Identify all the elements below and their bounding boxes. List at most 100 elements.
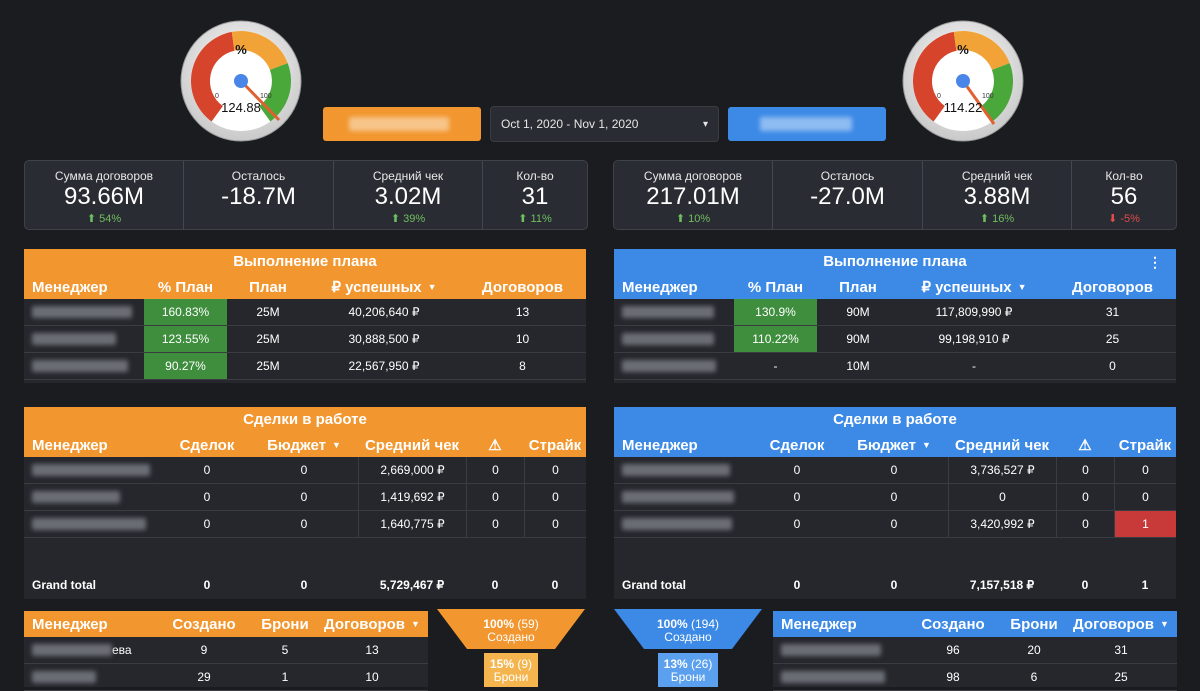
funnel-booked-count: (26) bbox=[691, 657, 713, 671]
table-row[interactable]: 0 0 1,419,692 ₽ 0 0 bbox=[24, 484, 586, 511]
col-contracts[interactable]: Договоров ▼ bbox=[316, 611, 428, 637]
gauge-max-label: 100 bbox=[260, 93, 272, 100]
kpi-delta: ⬆ 11% bbox=[518, 213, 552, 225]
average-check: 1,640,775 ₽ bbox=[358, 511, 466, 537]
table-row[interactable]: 0 0 3,420,992 ₽ 0 1 bbox=[614, 511, 1176, 538]
kpi-delta: ⬇ -5% bbox=[1108, 213, 1140, 225]
col-strike[interactable]: Страйк bbox=[1118, 436, 1172, 454]
funnel-booked-count: (9) bbox=[517, 657, 533, 671]
contracts-count: 25 bbox=[1105, 332, 1120, 346]
col-manager[interactable]: Менеджер bbox=[32, 278, 108, 296]
col-manager[interactable]: Менеджер bbox=[32, 615, 108, 633]
plan-value: 90M bbox=[846, 332, 870, 346]
contracts-count: 8 bbox=[519, 359, 526, 373]
contracts-count: 10 bbox=[365, 670, 379, 684]
warning-count: 0 bbox=[466, 511, 524, 537]
col-budget[interactable]: Бюджет ▼ bbox=[250, 433, 358, 457]
funnel-created-count: (194) bbox=[691, 617, 720, 631]
funnel-left: 100% (59) Создано 15% (9) Брони bbox=[437, 609, 585, 687]
table-row[interactable]: 0 0 3,736,527 ₽ 0 0 bbox=[614, 457, 1176, 484]
table-row[interactable]: 110.22% 90M 99,198,910 ₽ 25 bbox=[614, 326, 1176, 353]
col-average-check[interactable]: Средний чек bbox=[364, 436, 460, 454]
table-row[interactable]: 96 20 31 bbox=[773, 637, 1177, 664]
col-deals[interactable]: Сделок bbox=[769, 436, 825, 454]
more-vertical-icon[interactable]: ⋮ bbox=[1148, 254, 1162, 270]
kpi-delta: ⬆ 54% bbox=[86, 213, 122, 225]
manager-name-redacted bbox=[622, 333, 714, 345]
col-deals[interactable]: Сделок bbox=[179, 436, 235, 454]
col-created[interactable]: Создано bbox=[172, 615, 236, 633]
table-row[interactable]: 130.9% 90M 117,809,990 ₽ 31 bbox=[614, 299, 1176, 326]
created-count: 9 bbox=[200, 643, 208, 657]
manager-name-redacted bbox=[32, 333, 116, 345]
booked-count: 5 bbox=[281, 643, 289, 657]
col-budget[interactable]: Бюджет ▼ bbox=[840, 433, 948, 457]
col-successful-sum[interactable]: ₽ успешных ▼ bbox=[309, 275, 459, 299]
col-contracts[interactable]: Договоров bbox=[1072, 278, 1153, 296]
col-created[interactable]: Создано bbox=[921, 615, 985, 633]
plan-percent: 130.9% bbox=[734, 299, 817, 325]
col-budget-label: Бюджет bbox=[857, 436, 916, 454]
plan-table-right: Выполнение плана ⋮ Менеджер % План План … bbox=[614, 249, 1176, 383]
plan-table-header: Менеджер % План План ₽ успешных ▼ Догово… bbox=[614, 275, 1176, 299]
col-manager[interactable]: Менеджер bbox=[781, 615, 857, 633]
col-booked[interactable]: Брони bbox=[1010, 615, 1058, 633]
date-range-picker[interactable]: Oct 1, 2020 - Nov 1, 2020 ▾ bbox=[490, 106, 719, 142]
manager-name-redacted bbox=[32, 360, 128, 372]
col-successful-sum[interactable]: ₽ успешных ▼ bbox=[899, 275, 1049, 299]
col-manager[interactable]: Менеджер bbox=[622, 278, 698, 296]
manager-name-redacted bbox=[622, 491, 734, 503]
deals-count: 0 bbox=[793, 517, 801, 531]
booked-count: 1 bbox=[281, 670, 289, 684]
deals-table-title: Сделки в работе bbox=[24, 407, 586, 433]
kpi-value: 3.02M bbox=[374, 183, 442, 210]
table-row[interactable]: 90.27% 25M 22,567,950 ₽ 8 bbox=[24, 353, 586, 380]
col-contracts[interactable]: Договоров bbox=[482, 278, 563, 296]
created-count: 29 bbox=[197, 670, 211, 684]
manager-name-redacted bbox=[32, 491, 120, 503]
kpi-label: Осталось bbox=[231, 169, 286, 183]
budget: 0 bbox=[300, 463, 308, 477]
table-row[interactable]: 160.83% 25M 40,206,640 ₽ 13 bbox=[24, 299, 586, 326]
kpi-delta: ⬆ 16% bbox=[979, 213, 1015, 225]
table-row[interactable]: - 10M - 0 bbox=[614, 353, 1176, 380]
table-row[interactable]: 0 0 2,669,000 ₽ 0 0 bbox=[24, 457, 586, 484]
col-contracts[interactable]: Договоров ▼ bbox=[1065, 611, 1177, 637]
manager-name-redacted bbox=[32, 518, 146, 530]
col-successful-sum-label: ₽ успешных bbox=[331, 279, 422, 296]
conversion-table-right: Менеджер Создано Брони Договоров ▼ 96 20… bbox=[773, 611, 1177, 691]
warning-icon[interactable]: ⚠ bbox=[1078, 437, 1092, 454]
sort-desc-icon: ▼ bbox=[921, 440, 931, 450]
strike-count: 0 bbox=[1114, 457, 1176, 483]
table-row[interactable]: 123.55% 25M 30,888,500 ₽ 10 bbox=[24, 326, 586, 353]
col-plan[interactable]: План bbox=[249, 278, 287, 296]
deals-table-header: Менеджер Сделок Бюджет ▼ Средний чек ⚠ С… bbox=[614, 433, 1176, 457]
col-contracts-label: Договоров bbox=[1073, 615, 1155, 633]
col-plan-percent[interactable]: % План bbox=[747, 278, 804, 296]
booked-count: 6 bbox=[1030, 670, 1038, 684]
orange-filter-button[interactable] bbox=[323, 107, 481, 141]
total-average-check: 7,157,518 ₽ bbox=[969, 578, 1035, 592]
kpi-value: 56 bbox=[1110, 183, 1138, 210]
kpi-remaining: Осталось -18.7M bbox=[184, 161, 334, 229]
budget: 0 bbox=[300, 517, 308, 531]
col-strike[interactable]: Страйк bbox=[528, 436, 582, 454]
gauge-min-label: 0 bbox=[937, 93, 941, 100]
funnel-shape bbox=[614, 609, 762, 687]
col-booked[interactable]: Брони bbox=[261, 615, 309, 633]
col-average-check[interactable]: Средний чек bbox=[954, 436, 1050, 454]
table-row[interactable]: 0 0 0 0 0 bbox=[614, 484, 1176, 511]
contracts-count: 0 bbox=[1109, 359, 1116, 373]
col-manager[interactable]: Менеджер bbox=[622, 436, 698, 454]
successful-sum: 22,567,950 ₽ bbox=[348, 359, 420, 373]
blue-filter-button[interactable] bbox=[728, 107, 886, 141]
col-plan-percent[interactable]: % План bbox=[157, 278, 214, 296]
table-row[interactable]: 0 0 1,640,775 ₽ 0 0 bbox=[24, 511, 586, 538]
manager-name-redacted bbox=[781, 671, 885, 683]
total-budget: 0 bbox=[890, 578, 898, 592]
warning-icon[interactable]: ⚠ bbox=[488, 437, 502, 454]
col-manager[interactable]: Менеджер bbox=[32, 436, 108, 454]
col-plan[interactable]: План bbox=[839, 278, 877, 296]
table-row[interactable]: ева 9 5 13 bbox=[24, 637, 428, 664]
gauge-symbol: % bbox=[235, 42, 247, 57]
